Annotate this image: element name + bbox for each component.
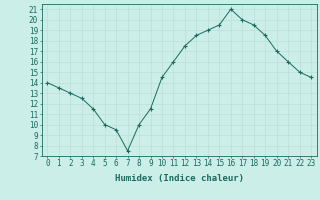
X-axis label: Humidex (Indice chaleur): Humidex (Indice chaleur): [115, 174, 244, 183]
